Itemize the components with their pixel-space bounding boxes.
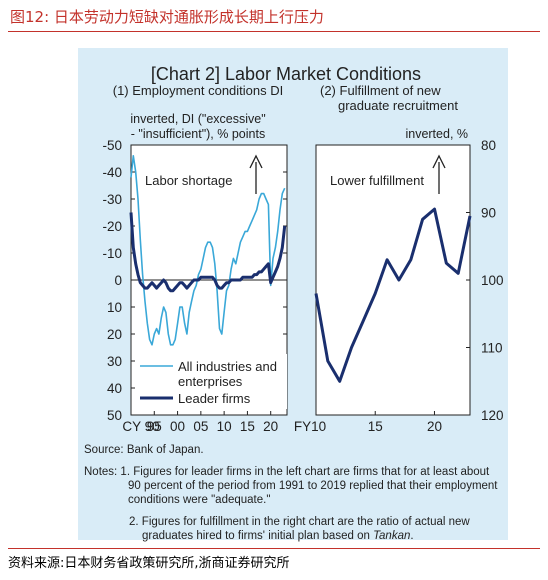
chart-notes: Source: Bank of Japan. Notes: 1. Figures… xyxy=(84,443,504,543)
right-annotation-arrowhead xyxy=(432,154,446,169)
right-ytick-label: 110 xyxy=(481,341,503,356)
right-chart-title-line-1: (2) Fulfillment of new xyxy=(320,83,441,98)
legend-label-all-industries-2: enterprises xyxy=(178,374,243,389)
left-ylabel-line-2: - "insufficient"), % points xyxy=(131,127,265,141)
note-2: 2. Figures for fulfillment in the right … xyxy=(129,516,470,542)
right-ytick-label: 80 xyxy=(481,138,496,153)
employment-conditions-chart: (1) Employment conditions DI inverted, DI… xyxy=(102,83,288,434)
note-2-end: . xyxy=(410,530,414,542)
note-1: Notes: 1. Figures for leader firms in th… xyxy=(84,465,504,507)
left-annotation: Labor shortage xyxy=(145,173,232,188)
left-series-line-1 xyxy=(129,212,287,293)
left-xtick-label: CY 90 xyxy=(122,419,159,434)
note-2-italic: Tankan xyxy=(373,530,411,542)
right-ytick-label: 120 xyxy=(481,408,504,423)
left-xtick-label: 00 xyxy=(170,419,185,434)
chart-title: [Chart 2] Labor Market Conditions xyxy=(151,64,421,84)
notes-prefix: Notes: 1. xyxy=(84,466,131,478)
left-xtick-label: 15 xyxy=(240,419,255,434)
left-ytick-label: -20 xyxy=(102,219,122,234)
chart-source: Source: Bank of Japan. xyxy=(84,444,204,456)
left-ytick-label: 50 xyxy=(107,408,122,423)
right-xtick-label: 20 xyxy=(427,419,442,434)
right-ylabel: inverted, % xyxy=(405,127,468,141)
legend-background xyxy=(137,354,287,409)
right-series-line-0 xyxy=(314,207,472,383)
right-ytick-label: 100 xyxy=(481,273,504,288)
left-chart-title: (1) Employment conditions DI xyxy=(113,83,284,98)
source-rule xyxy=(8,548,540,549)
left-series-line-0 xyxy=(130,155,286,346)
right-ytick-label: 90 xyxy=(481,206,496,221)
source-line: 资料来源:日本财务省政策研究所,浙商证券研究所 xyxy=(8,556,290,571)
note-2-text: Figures for fulfillment in the right cha… xyxy=(141,516,470,542)
right-plot-area xyxy=(315,144,471,416)
figure-title: 图12: 日本劳动力短缺对通胀形成长期上行压力 xyxy=(10,8,324,26)
title-rule xyxy=(8,31,540,32)
legend-label-leader-firms: Leader firms xyxy=(178,391,251,406)
left-ylabel-line-1: inverted, DI ("excessive" xyxy=(130,112,265,126)
left-ytick-label: 10 xyxy=(107,300,122,315)
right-chart-title-line-2: graduate recruitment xyxy=(338,98,458,113)
left-ytick-label: 30 xyxy=(107,354,122,369)
legend-label-all-industries-1: All industries and xyxy=(178,359,277,374)
right-xtick-label: FY10 xyxy=(294,419,326,434)
left-xtick-label: 20 xyxy=(263,419,278,434)
left-annotation-arrowhead xyxy=(249,154,263,169)
left-ytick-label: 40 xyxy=(107,381,122,396)
left-ytick-label: -40 xyxy=(102,165,122,180)
right-annotation: Lower fulfillment xyxy=(330,173,424,188)
left-ytick-label: -10 xyxy=(102,246,122,261)
left-xtick-label: 95 xyxy=(147,419,162,434)
left-ytick-label: 0 xyxy=(114,273,122,288)
left-ytick-label: -50 xyxy=(102,138,122,153)
left-xtick-label: 05 xyxy=(193,419,208,434)
note-1-text: Figures for leader firms in the left cha… xyxy=(128,466,498,506)
left-xtick-label: 10 xyxy=(217,419,232,434)
left-ytick-label: 20 xyxy=(107,327,122,342)
left-ytick-label: -30 xyxy=(102,192,122,207)
right-xtick-label: 15 xyxy=(368,419,383,434)
